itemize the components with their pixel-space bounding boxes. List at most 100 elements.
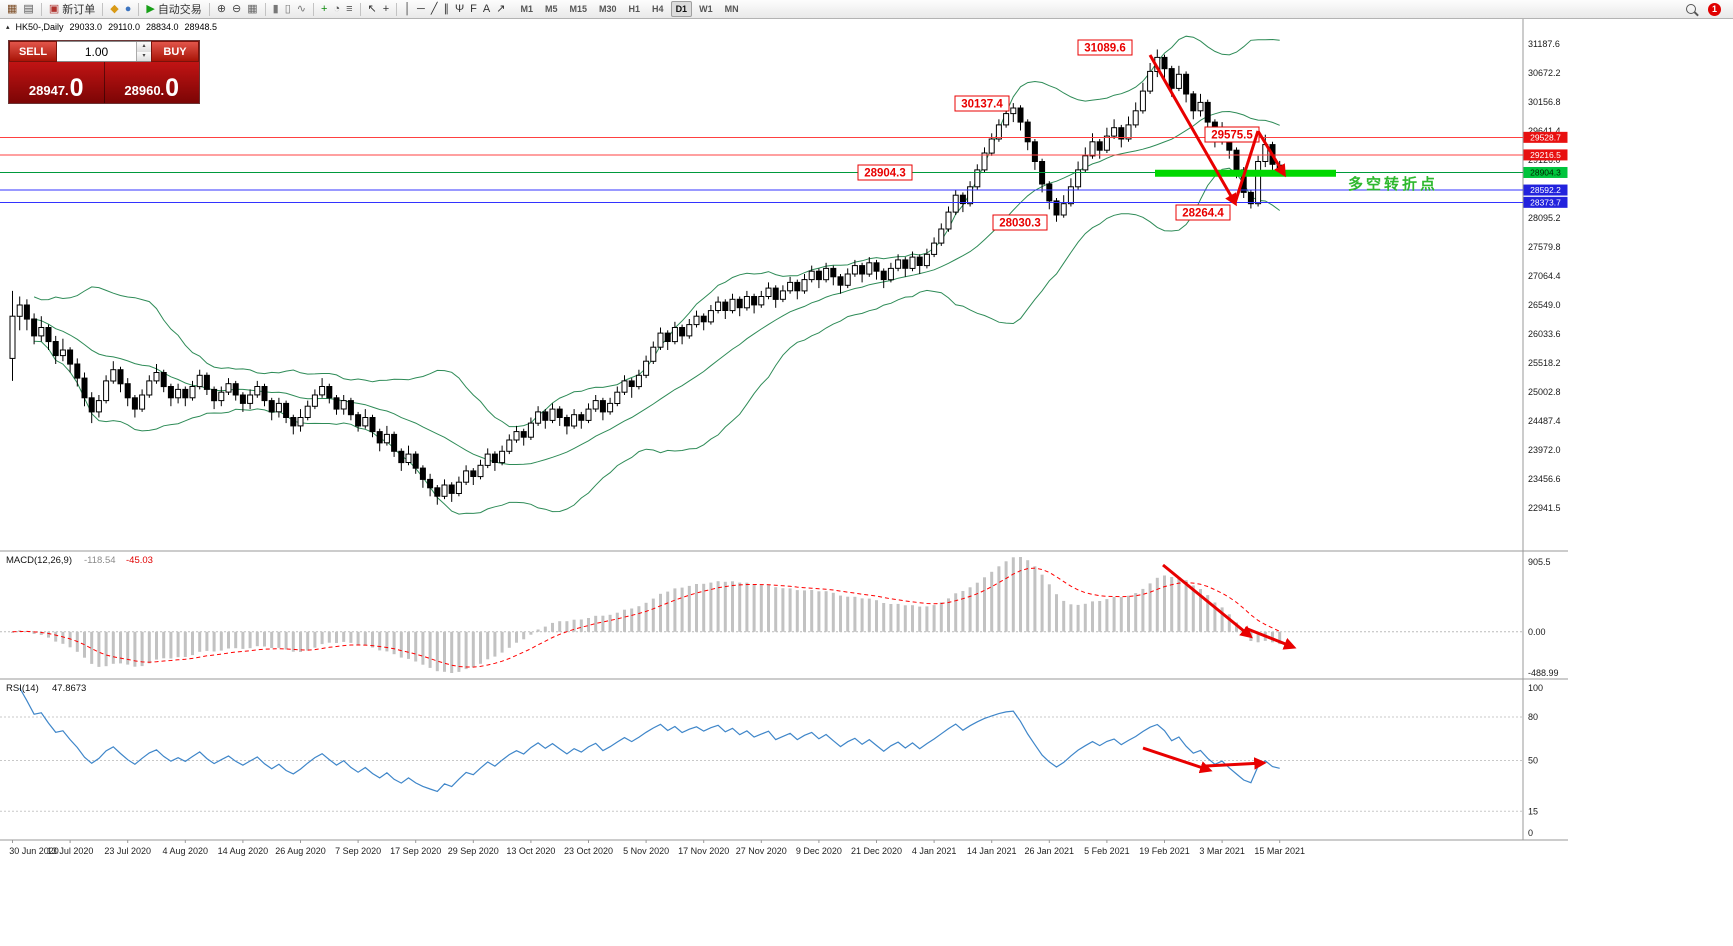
svg-text:30 Jun 2020: 30 Jun 2020 [9, 846, 59, 856]
market-button[interactable]: ● [122, 1, 135, 18]
svg-text:26549.0: 26549.0 [1528, 300, 1561, 310]
svg-text:29641.4: 29641.4 [1528, 126, 1561, 136]
svg-text:25518.2: 25518.2 [1528, 358, 1561, 368]
svg-text:30672.2: 30672.2 [1528, 68, 1561, 78]
svg-text:28095.2: 28095.2 [1528, 213, 1561, 223]
arrow-tool-icon: ↗ [496, 2, 506, 15]
price-axis-labels: 31187.630672.230156.829641.429126.028610… [1528, 39, 1561, 513]
toolbar-separator [396, 2, 398, 16]
horizontal-lines[interactable] [0, 136, 1523, 203]
close-value: 28948.5 [184, 22, 218, 32]
svg-text:-45.03: -45.03 [126, 555, 153, 566]
svg-text:23456.6: 23456.6 [1528, 474, 1561, 484]
volume-up-icon[interactable]: ▴ [137, 42, 151, 52]
auto-trading-button[interactable]: ▶ 自动交易 [143, 1, 204, 18]
trend-arrows[interactable] [1148, 54, 1286, 207]
timeframe-m1[interactable]: M1 [520, 4, 533, 14]
svg-text:15: 15 [1528, 806, 1538, 816]
bar-chart-mode-icon: ▮ [272, 2, 279, 15]
arrow-tool-button[interactable]: ↗ [493, 1, 508, 18]
svg-text:15 Mar 2021: 15 Mar 2021 [1254, 846, 1305, 856]
bar-chart-mode-button[interactable]: ▮ [270, 1, 282, 18]
bollinger-bands [33, 35, 1280, 515]
timeframe-h1[interactable]: H1 [628, 4, 641, 14]
svg-text:31187.6: 31187.6 [1528, 39, 1560, 49]
volume-field: ▴ ▾ [57, 41, 151, 62]
timeframe-m5[interactable]: M5 [544, 4, 558, 14]
tile-windows-button[interactable]: ▦ [244, 1, 260, 18]
horizontal-line-tool-button[interactable]: ─ [414, 1, 428, 18]
buy-button[interactable]: BUY [151, 41, 199, 62]
sell-button[interactable]: SELL [9, 41, 57, 62]
market-icon: ● [124, 2, 132, 15]
timeframe-m30[interactable]: M30 [599, 4, 617, 14]
rsi-panel [0, 687, 1523, 812]
svg-text:26033.6: 26033.6 [1528, 329, 1561, 339]
svg-text:23972.0: 23972.0 [1528, 445, 1561, 455]
zoom-out-icon: ⊖ [232, 2, 242, 15]
chart-ohlc-readout: ▴ HK50-,Daily 29033.0 29110.0 28834.0 28… [6, 22, 217, 32]
svg-text:30137.4: 30137.4 [961, 99, 1003, 111]
svg-text:50: 50 [1528, 756, 1538, 766]
svg-text:28904.3: 28904.3 [1530, 167, 1561, 177]
sell-price[interactable]: 28947. 0 [9, 62, 104, 103]
chart-chrome [0, 19, 1568, 841]
bid-ask-row: 28947. 0 28960. 0 [9, 62, 199, 103]
notification-badge[interactable]: 1 [1708, 2, 1721, 16]
svg-text:9 Dec 2020: 9 Dec 2020 [796, 846, 842, 856]
buy-price[interactable]: 28960. 0 [103, 62, 200, 103]
periods-button[interactable]: ◔ [330, 1, 343, 18]
volume-down-icon[interactable]: ▾ [137, 51, 151, 61]
candlestick-mode-button[interactable]: ▯ [282, 1, 294, 18]
pitchfork-tool-button[interactable]: Ψ [452, 1, 467, 18]
mql5-community-button[interactable]: ◆ [107, 1, 121, 18]
svg-text:17 Sep 2020: 17 Sep 2020 [390, 846, 441, 856]
crosshair-tool-button[interactable]: + [380, 1, 392, 18]
rsi-arrows[interactable] [1142, 746, 1267, 774]
text-tool-button[interactable]: A [480, 1, 493, 18]
svg-text:905.5: 905.5 [1528, 557, 1551, 567]
indicators-add-button[interactable]: + [318, 1, 330, 18]
high-value: 29110.0 [108, 22, 140, 32]
timeframe-m15[interactable]: M15 [569, 4, 588, 14]
svg-text:26 Aug 2020: 26 Aug 2020 [275, 846, 326, 856]
open-value: 29033.0 [69, 22, 103, 32]
line-chart-mode-icon: ∿ [296, 2, 306, 15]
timeframe-w1[interactable]: W1 [699, 4, 713, 14]
templates-button[interactable]: ≡ [343, 1, 355, 18]
turning-point-label[interactable]: 多空转折点 [1348, 175, 1438, 193]
cursor-tool-button[interactable]: ↖ [365, 1, 380, 18]
new-order-button[interactable]: ▣ 新订单 [46, 1, 98, 18]
line-chart-mode-button[interactable]: ∿ [294, 1, 309, 18]
zoom-out-button[interactable]: ⊖ [229, 1, 244, 18]
new-chart-button[interactable]: ▦ [4, 1, 20, 18]
timeframe-h4[interactable]: H4 [652, 4, 664, 14]
macd-arrows[interactable] [1162, 563, 1297, 650]
zoom-in-icon: ⊕ [216, 2, 227, 15]
collapse-triangle-icon[interactable]: ▴ [6, 24, 10, 31]
timeframe-d1[interactable]: D1 [670, 1, 693, 17]
svg-text:47.8673: 47.8673 [52, 683, 86, 694]
volume-input[interactable] [57, 42, 136, 61]
svg-text:0.00: 0.00 [1528, 627, 1546, 637]
svg-text:31089.6: 31089.6 [1084, 43, 1126, 55]
price-chart[interactable]: 31187.630672.230156.829641.429126.028610… [0, 19, 1568, 860]
channel-tool-button[interactable]: ∥ [440, 1, 452, 18]
trendline-tool-button[interactable]: ╱ [428, 1, 441, 18]
timeframe-mn[interactable]: MN [724, 4, 739, 14]
search-icon[interactable] [1686, 4, 1696, 14]
new-order-label: 新订单 [62, 4, 96, 16]
cursor-tool-icon: ↖ [367, 2, 377, 15]
svg-text:27064.4: 27064.4 [1528, 271, 1561, 281]
price-annotations[interactable]: 31089.6 30137.4 29575.5 28904.3 28030.3 28264… [857, 39, 1260, 231]
zoom-in-button[interactable]: ⊕ [214, 1, 229, 18]
chart-profiles-button[interactable]: ▤ [20, 1, 36, 18]
fibonacci-tool-button[interactable]: F [467, 1, 480, 18]
horizontal-line-tool-icon: ─ [417, 2, 425, 15]
svg-text:22941.5: 22941.5 [1528, 503, 1561, 513]
sell-price-big-digit: 0 [69, 74, 84, 102]
vertical-line-tool-button[interactable]: │ [401, 1, 414, 18]
svg-text:14 Jan 2021: 14 Jan 2021 [967, 846, 1017, 856]
toolbar-separator [313, 2, 314, 16]
